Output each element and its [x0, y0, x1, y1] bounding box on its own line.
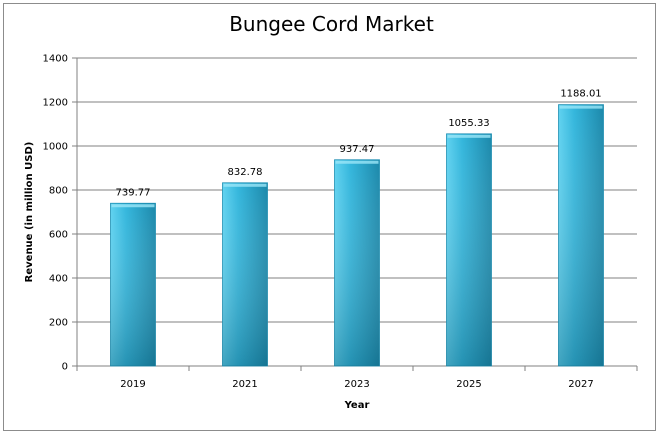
- bar-shade: [446, 133, 492, 366]
- y-tick-label: 0: [62, 362, 68, 373]
- x-tick-label: 2027: [568, 379, 593, 390]
- x-tick-label: 2025: [456, 379, 481, 390]
- bar-shade: [222, 182, 268, 366]
- y-tick-label: 1000: [43, 142, 68, 153]
- y-tick-label: 1400: [43, 54, 68, 65]
- y-tick-label: 800: [49, 186, 68, 197]
- data-label: 1188.01: [560, 89, 601, 100]
- x-tick-label: 2019: [120, 379, 145, 390]
- data-label: 937.47: [340, 144, 375, 155]
- bar-highlight: [223, 183, 267, 187]
- data-label: 1055.33: [448, 118, 489, 129]
- tick-labels: 0 200 400 600 800 1000 1200 1400 2019 2021 2023 202…: [43, 54, 594, 391]
- bar-highlight: [335, 160, 379, 164]
- y-tick-label: 200: [49, 318, 68, 329]
- bar-highlight: [447, 134, 491, 138]
- x-axis-title: Year: [344, 400, 370, 411]
- data-labels: 739.77 832.78 937.47 1055.33 1188.01: [116, 89, 602, 199]
- bar-highlight: [111, 204, 155, 208]
- y-tick-label: 600: [49, 230, 68, 241]
- bar-shade: [110, 203, 156, 366]
- bar-shade: [334, 159, 380, 366]
- x-tick-label: 2023: [344, 379, 369, 390]
- data-label: 739.77: [116, 187, 151, 198]
- y-axis-title: Revenue (in million USD): [24, 142, 35, 283]
- y-tick-label: 1200: [43, 98, 68, 109]
- y-tick-label: 400: [49, 274, 68, 285]
- bars: [110, 104, 604, 367]
- bar-shade: [558, 104, 604, 366]
- chart-title: Bungee Cord Market: [229, 12, 434, 36]
- x-tick-label: 2021: [232, 379, 257, 390]
- data-label: 832.78: [228, 167, 263, 178]
- bar-highlight: [559, 105, 603, 109]
